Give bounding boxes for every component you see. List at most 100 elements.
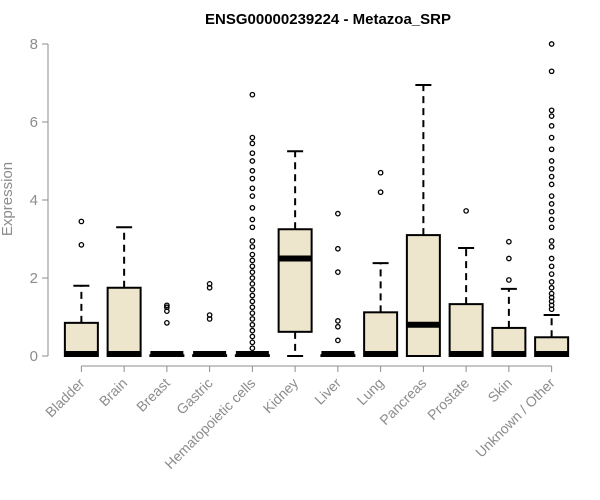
- outlier-point: [249, 224, 256, 231]
- outlier-point: [548, 113, 555, 120]
- box-kidney: [277, 150, 313, 357]
- outlier-point: [249, 327, 256, 334]
- box-hematopoietic-cells: [234, 91, 270, 358]
- outlier-point: [548, 134, 555, 141]
- outlier-point: [249, 134, 256, 141]
- outlier-point: [548, 68, 555, 75]
- x-tick-label: Bladder: [42, 375, 88, 421]
- iqr-box: [63, 321, 99, 358]
- x-tick-label: Gastric: [173, 375, 216, 418]
- outlier-point: [548, 243, 555, 250]
- outlier-point: [249, 333, 256, 340]
- box-skin: [491, 238, 527, 358]
- outlier-point: [548, 263, 555, 270]
- x-tick-label: Pancreas: [376, 375, 429, 428]
- x-tick-label: Breast: [133, 375, 173, 415]
- outlier-point: [548, 279, 555, 285]
- iqr-box: [106, 286, 142, 357]
- outlier-point: [249, 339, 256, 346]
- outlier-point: [506, 277, 512, 283]
- y-tick-label: 0: [30, 348, 38, 365]
- outlier-point: [548, 173, 555, 180]
- outlier-point: [249, 316, 256, 322]
- outlier-point: [335, 269, 341, 275]
- y-tick-label: 6: [30, 114, 38, 131]
- outlier-point: [249, 150, 256, 157]
- outlier-point: [249, 175, 256, 182]
- iqr-box: [448, 303, 484, 358]
- outlier-point: [548, 107, 555, 114]
- outlier-point: [548, 255, 555, 262]
- box-series: [63, 41, 570, 358]
- outlier-point: [249, 243, 256, 250]
- outlier-point: [548, 201, 555, 207]
- outlier-point: [377, 169, 384, 176]
- outlier-point: [548, 41, 555, 47]
- outlier-point: [377, 189, 384, 196]
- outlier-point: [548, 193, 555, 199]
- outlier-point: [335, 210, 341, 217]
- outlier-point: [548, 216, 555, 223]
- outlier-point: [249, 257, 256, 264]
- outlier-point: [206, 280, 213, 287]
- outlier-point: [249, 286, 256, 293]
- outlier-point: [206, 312, 213, 318]
- y-tick-label: 8: [30, 36, 38, 53]
- iqr-box: [363, 311, 399, 358]
- box-lung: [363, 169, 399, 358]
- x-tick-label: Lung: [353, 375, 386, 408]
- outlier-point: [249, 310, 256, 316]
- y-axis: 0 2 4 6 8: [30, 36, 49, 365]
- x-tick-label: Kidney: [260, 375, 302, 417]
- x-tick-label: Brain: [96, 375, 130, 409]
- x-tick-label: Skin: [484, 375, 515, 406]
- outlier-point: [335, 337, 341, 344]
- chart-title: ENSG00000239224 - Metazoa_SRP: [205, 11, 451, 28]
- box-pancreas: [405, 83, 441, 358]
- box-prostate: [448, 208, 484, 358]
- y-tick-label: 4: [30, 192, 38, 209]
- outlier-point: [506, 238, 512, 245]
- x-tick-label: Unknown / Other: [472, 375, 558, 461]
- outlier-point: [249, 292, 256, 299]
- outlier-point: [249, 216, 256, 223]
- outlier-point: [249, 280, 256, 287]
- outlier-point: [548, 146, 555, 153]
- box-gastric: [192, 280, 228, 358]
- outlier-point: [249, 140, 256, 147]
- outlier-point: [249, 263, 256, 270]
- outlier-point: [249, 275, 256, 281]
- outlier-point: [548, 284, 555, 291]
- y-axis-label: Expression: [0, 162, 16, 236]
- outlier-point: [463, 208, 469, 214]
- outlier-point: [249, 193, 256, 199]
- outlier-point: [249, 158, 256, 164]
- outlier-point: [548, 123, 555, 129]
- y-tick-label: 2: [30, 270, 38, 287]
- outlier-point: [548, 224, 555, 231]
- outlier-point: [249, 167, 256, 174]
- outlier-point: [548, 208, 555, 215]
- outlier-point: [249, 204, 256, 211]
- outlier-point: [164, 319, 170, 326]
- outlier-point: [548, 290, 555, 297]
- outlier-point: [335, 245, 341, 252]
- outlier-point: [78, 242, 85, 248]
- outlier-point: [249, 251, 256, 258]
- box-bladder: [63, 218, 99, 358]
- iqr-box: [405, 234, 441, 358]
- outlier-point: [249, 298, 256, 305]
- outlier-point: [164, 302, 170, 309]
- outlier-point: [249, 304, 256, 311]
- outlier-point: [249, 321, 256, 328]
- box-unknown-other: [534, 41, 570, 357]
- box-liver: [320, 210, 356, 358]
- outlier-point: [164, 304, 170, 311]
- outlier-point: [548, 271, 555, 277]
- outlier-point: [548, 165, 555, 172]
- box-breast: [149, 302, 185, 358]
- outlier-point: [548, 238, 555, 244]
- outlier-point: [249, 238, 256, 244]
